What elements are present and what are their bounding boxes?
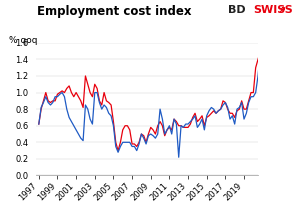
Text: ↗: ↗ [278,5,286,15]
Employment cost index [259,50,262,52]
Text: Employment cost index: Employment cost index [37,5,191,18]
Line: Wages and salaries: Wages and salaries [39,51,260,157]
Employment cost index [100,104,103,106]
Wages and salaries [133,145,136,148]
Employment cost index [242,108,246,110]
Line: Employment cost index: Employment cost index [39,51,260,151]
Wages and salaries [67,116,71,119]
Wages and salaries [242,118,246,120]
Wages and salaries [149,133,152,135]
Wages and salaries [259,50,262,52]
Employment cost index [151,129,155,131]
Employment cost index [37,123,40,125]
Text: BD: BD [228,5,246,15]
Employment cost index [158,120,162,123]
Wages and salaries [156,133,160,135]
Employment cost index [116,149,120,152]
Text: % qoq: % qoq [9,36,38,45]
Wages and salaries [100,108,103,110]
Text: SWISS: SWISS [254,5,293,15]
Employment cost index [67,85,71,87]
Wages and salaries [37,123,40,125]
Employment cost index [135,145,139,148]
Wages and salaries [177,156,181,159]
